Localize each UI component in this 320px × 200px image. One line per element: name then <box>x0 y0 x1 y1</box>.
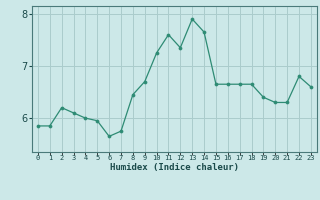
X-axis label: Humidex (Indice chaleur): Humidex (Indice chaleur) <box>110 163 239 172</box>
